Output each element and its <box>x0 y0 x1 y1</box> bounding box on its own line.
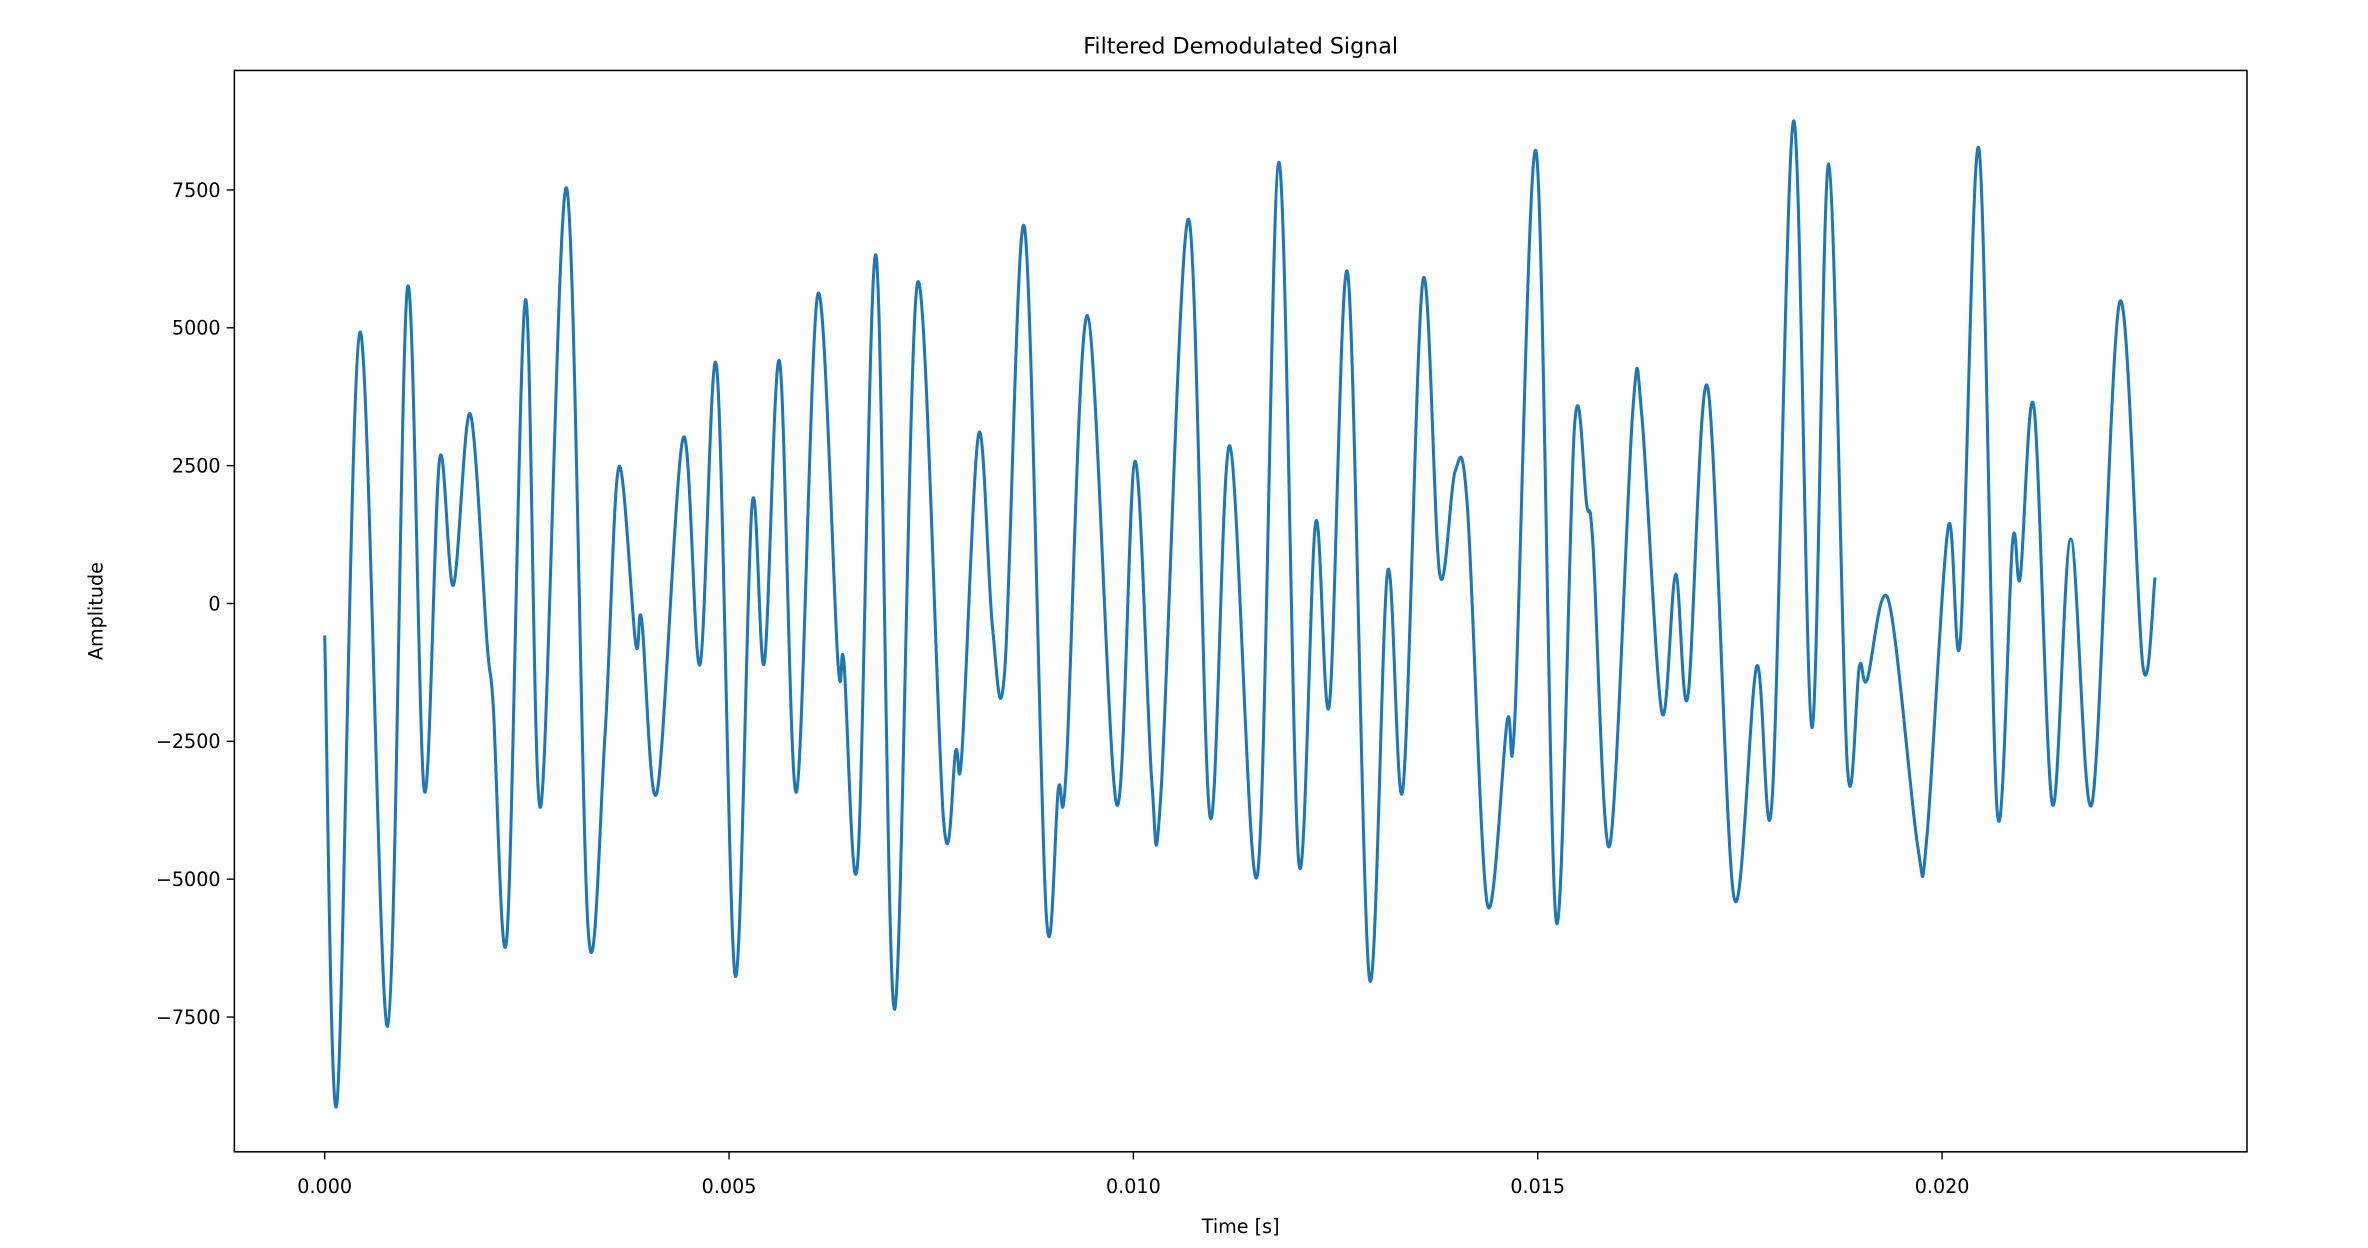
y-axis-label: Amplitude <box>85 562 108 660</box>
y-tick-label: 7500 <box>172 179 221 202</box>
y-tick-label: 5000 <box>172 317 221 340</box>
y-tick-label: 2500 <box>172 455 221 478</box>
x-tick-label: 0.005 <box>702 1175 757 1198</box>
chart-title: Filtered Demodulated Signal <box>1083 34 1398 60</box>
x-tick-label: 0.020 <box>1915 1175 1970 1198</box>
signal-line <box>323 119 2157 1109</box>
x-tick-label: 0.010 <box>1106 1175 1161 1198</box>
x-tick-label: 0.000 <box>297 1175 352 1198</box>
x-axis-label: Time [s] <box>1201 1215 1280 1238</box>
x-tick-label: 0.015 <box>1510 1175 1565 1198</box>
y-tick-label: −2500 <box>156 730 221 753</box>
y-tick-label: −7500 <box>156 1006 221 1029</box>
y-tick-label: −5000 <box>156 868 221 891</box>
plot-frame <box>233 69 2248 1153</box>
y-tick-label: 0 <box>208 592 220 615</box>
